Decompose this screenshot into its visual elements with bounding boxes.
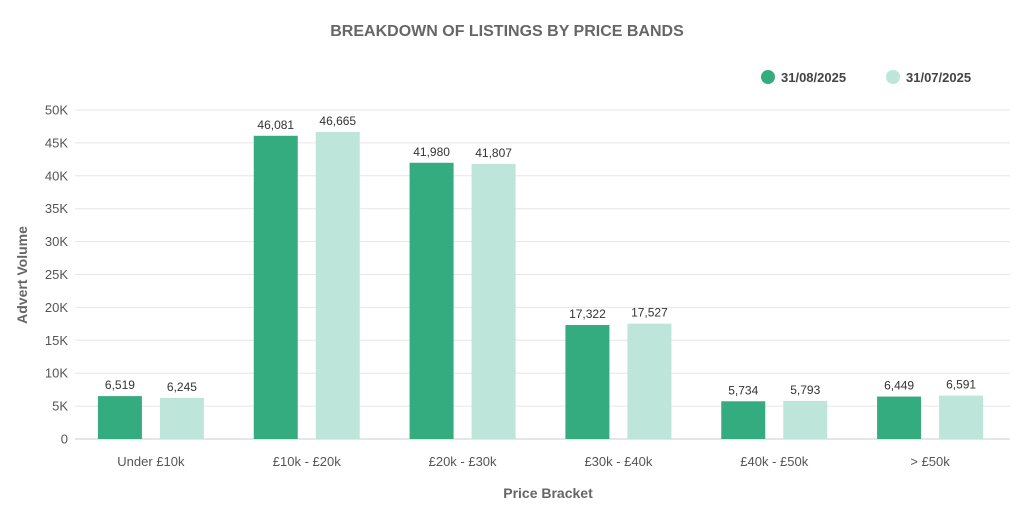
bar bbox=[565, 325, 610, 439]
bar bbox=[409, 162, 454, 439]
x-tick-label: Under £10k bbox=[117, 454, 185, 469]
y-tick-label: 10K bbox=[45, 366, 68, 381]
data-label: 6,449 bbox=[884, 379, 914, 393]
data-label: 5,734 bbox=[728, 383, 758, 397]
data-label: 46,665 bbox=[319, 114, 356, 128]
data-label: 6,591 bbox=[946, 378, 976, 392]
data-label: 5,793 bbox=[790, 383, 820, 397]
data-labels: 6,519 6,245 46,081 46,665 41,980 41,807 17,322… bbox=[105, 114, 977, 397]
bar bbox=[721, 401, 766, 439]
bar bbox=[783, 400, 828, 439]
bar bbox=[315, 131, 360, 439]
y-tick-label: 50K bbox=[45, 103, 68, 118]
y-tick-label: 45K bbox=[45, 135, 68, 150]
legend: 31/08/2025 31/07/2025 bbox=[761, 70, 971, 85]
x-tick-label: > £50k bbox=[910, 454, 950, 469]
bar bbox=[627, 323, 672, 439]
y-tick-label: 40K bbox=[45, 168, 68, 183]
x-axis-label: Price Bracket bbox=[503, 485, 593, 501]
y-axis-label: Advert Volume bbox=[14, 226, 30, 324]
bar bbox=[97, 396, 142, 439]
x-tick-label: £10k - £20k bbox=[273, 454, 341, 469]
legend-swatch bbox=[761, 70, 775, 84]
y-tick-label: 20K bbox=[45, 300, 68, 315]
legend-label[interactable]: 31/07/2025 bbox=[906, 70, 971, 85]
y-tick-label: 35K bbox=[45, 201, 68, 216]
y-tick-label: 5K bbox=[52, 399, 68, 414]
data-label: 41,980 bbox=[413, 145, 450, 159]
bar bbox=[253, 135, 298, 439]
bar bbox=[939, 395, 984, 439]
x-tick-label: £40k - £50k bbox=[740, 454, 808, 469]
gridlines bbox=[75, 109, 1010, 440]
legend-label[interactable]: 31/08/2025 bbox=[781, 70, 846, 85]
y-tick-label: 30K bbox=[45, 234, 68, 249]
x-tick-label: £30k - £40k bbox=[584, 454, 652, 469]
bar bbox=[877, 396, 922, 439]
x-axis-ticks: Under £10k £10k - £20k £20k - £30k £30k - £… bbox=[117, 454, 950, 469]
y-tick-label: 25K bbox=[45, 267, 68, 282]
y-tick-label: 15K bbox=[45, 333, 68, 348]
data-label: 6,245 bbox=[167, 380, 197, 394]
data-label: 17,322 bbox=[569, 307, 606, 321]
data-label: 6,519 bbox=[105, 378, 135, 392]
data-label: 41,807 bbox=[475, 146, 512, 160]
y-axis-ticks: 0 5K 10K 15K 20K 25K 30K 35K 40K 45K 50K bbox=[45, 103, 68, 447]
bar bbox=[159, 397, 204, 439]
y-tick-label: 0 bbox=[61, 432, 68, 447]
x-tick-label: £20k - £30k bbox=[429, 454, 497, 469]
data-label: 17,527 bbox=[631, 306, 668, 320]
bar bbox=[471, 163, 516, 439]
chart-title: BREAKDOWN OF LISTINGS BY PRICE BANDS bbox=[330, 23, 684, 40]
data-label: 46,081 bbox=[257, 118, 294, 132]
legend-swatch bbox=[886, 70, 900, 84]
bars bbox=[97, 131, 984, 439]
